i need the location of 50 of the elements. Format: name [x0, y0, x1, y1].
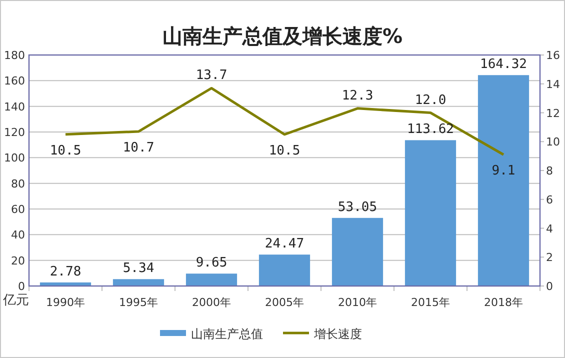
x-tick-label: 2018年 — [484, 296, 523, 309]
data-label: 10.7 — [122, 140, 154, 156]
y-tick-label: 40 — [11, 228, 25, 242]
data-label: 24.47 — [264, 236, 304, 252]
x-tick-label: 2000年 — [192, 296, 231, 309]
bar — [404, 140, 456, 286]
y-tick-label: 20 — [11, 254, 25, 268]
data-label: 10.5 — [50, 143, 82, 158]
bar — [258, 254, 310, 286]
x-tick-label: 1995年 — [119, 296, 158, 309]
x-tick-label: 2015年 — [411, 296, 450, 309]
data-label: 9.1 — [492, 164, 516, 179]
y-tick-label: 140 — [4, 100, 25, 114]
data-label: 12.0 — [414, 92, 446, 108]
y2-tick-label: 6 — [546, 193, 553, 206]
data-label: 53.05 — [338, 200, 378, 215]
bar — [112, 279, 164, 286]
y-tick-label: 180 — [4, 49, 25, 62]
x-tick-label: 2010年 — [338, 296, 377, 309]
y2-tick-label: 10 — [546, 136, 560, 149]
y-tick-label: 120 — [4, 126, 25, 139]
data-label: 5.34 — [122, 261, 154, 276]
y-tick-label: 0 — [18, 280, 25, 293]
data-label: 10.5 — [268, 143, 300, 158]
y-tick-label: 80 — [11, 177, 25, 190]
y2-tick-label: 14 — [546, 78, 560, 91]
y2-tick-label: 16 — [546, 49, 560, 62]
chart-title: 山南生产总值及增长速度% — [162, 24, 403, 48]
y2-tick-label: 4 — [546, 222, 553, 236]
data-label: 12.3 — [342, 88, 374, 104]
data-label: 9.65 — [196, 256, 228, 271]
data-label: 164.32 — [480, 57, 527, 72]
bar — [478, 75, 530, 286]
y-tick-label: 100 — [4, 152, 25, 165]
y-tick-label: 60 — [11, 203, 25, 216]
y2-tick-label: 2 — [546, 251, 553, 264]
y2-tick-label: 8 — [546, 164, 553, 178]
data-label: 2.78 — [50, 264, 82, 280]
x-tick-label: 2005年 — [265, 296, 304, 309]
legend-label: 山南生产总值 — [191, 327, 263, 341]
bar — [332, 218, 384, 286]
y2-tick-label: 0 — [546, 280, 553, 293]
y-axis-title: 亿元 — [2, 293, 29, 308]
legend-label: 增长速度 — [313, 327, 362, 341]
data-label: 13.7 — [196, 68, 228, 84]
y-tick-label: 160 — [4, 74, 25, 88]
data-label: 113.62 — [407, 122, 454, 138]
bar — [186, 274, 238, 286]
x-tick-label: 1990年 — [46, 296, 85, 309]
y2-tick-label: 12 — [546, 106, 560, 120]
